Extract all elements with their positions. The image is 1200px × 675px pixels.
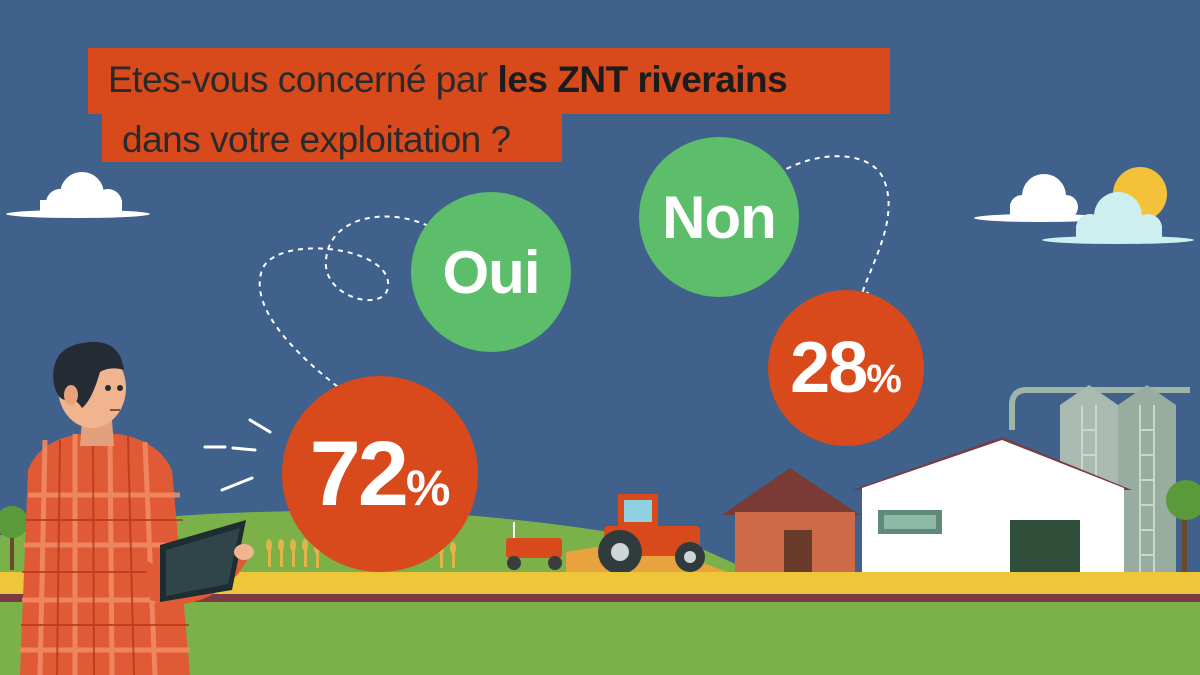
title-regular-part: Etes-vous concerné par [108, 59, 498, 100]
field-robot-icon [506, 522, 562, 570]
dashed-arrow-non [761, 155, 890, 301]
tractor-icon [566, 494, 736, 575]
value-bubble-non: 28 % [768, 290, 924, 446]
cloud-left-icon [6, 172, 150, 218]
white-barn-icon [852, 437, 1132, 575]
red-barn-icon [722, 468, 860, 575]
dashed-arrow-oui [258, 215, 453, 403]
category-label-non: Non [662, 183, 777, 251]
category-label-oui: Oui [442, 238, 541, 306]
title-band-bottom [102, 114, 562, 162]
farmer-icon [20, 341, 254, 675]
title-bold-part: les ZNT riverains [497, 59, 788, 100]
cloud-light-icon [1042, 192, 1194, 244]
yellow-field-strip [0, 572, 1200, 594]
answer-bubble-non: Non [639, 137, 799, 297]
value-label-oui: 72 [309, 422, 409, 525]
unit-label-non: % [866, 357, 902, 401]
answer-bubble-oui: Oui [411, 192, 571, 352]
value-bubble-oui: 72 % [282, 376, 478, 572]
road-strip [0, 594, 1200, 602]
title-line-2: dans votre exploitation ? [122, 119, 511, 160]
thought-dashes [203, 418, 272, 492]
value-label-non: 28 [790, 328, 868, 408]
cloud-right-icon [974, 174, 1106, 222]
unit-label-oui: % [405, 459, 451, 516]
foreground-grass [0, 602, 1200, 675]
tree-left-icon [0, 506, 28, 570]
title-line-1: Etes-vous concerné par les ZNT riverains [108, 59, 788, 101]
title-band-top [88, 48, 890, 114]
tree-right-icon [1166, 480, 1200, 572]
wheat-field-icon [266, 539, 456, 568]
